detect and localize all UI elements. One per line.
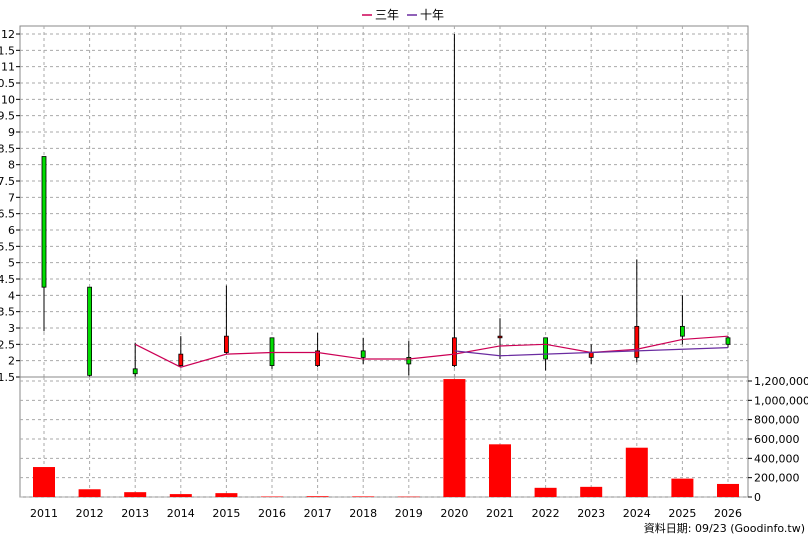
volume-bar [717,483,739,497]
price-tick-label: 7.5 [0,175,15,188]
year-tick-label: 2014 [167,507,195,520]
legend: 三年 十年 [362,8,444,22]
price-panel-frame [19,25,749,378]
source-note: 資料日期: 09/23 (Goodinfo.tw) [644,521,805,535]
volume-axis-ticks: 0 200,000 400,000 600,000 800,000 1,000,000 1,… [748,375,808,504]
candle-body [178,353,184,366]
volume-bar [625,447,648,497]
year-tick-label: 2026 [714,507,742,520]
price-tick-label: 8 [8,159,15,172]
volume-bar [489,444,511,497]
year-tick-label: 2018 [349,507,377,520]
volume-tick-label: 800,000 [754,414,800,427]
volume-bar [671,478,694,497]
price-tick-label: 5 [8,257,15,270]
average-lines [134,335,729,368]
candle-body [132,368,138,375]
volume-bars [33,379,739,498]
year-tick-label: 2013 [121,507,149,520]
price-tick-label: 1.5 [0,371,15,384]
price-axis-ticks: 1.5 2 2.5 3 3.5 4 4.5 5 5.5 6 6.5 7 7.5 8 8.5 9 9.5 10 10.… [0,28,20,384]
candlesticks [41,34,731,379]
volume-bar [169,494,192,497]
year-tick-label: 2023 [577,507,605,520]
price-tick-label: 3.5 [0,306,15,319]
price-tick-label: 9 [8,126,15,139]
volume-tick-label: 1,200,000 [754,375,808,388]
candle-body [725,337,731,345]
year-tick-label: 2020 [440,507,468,520]
candle-body [634,325,640,358]
price-tick-label: 8.5 [0,142,15,155]
volume-tick-label: 400,000 [754,452,800,465]
volume-bar [534,487,557,497]
price-tick-label: 5.5 [0,240,15,253]
price-tick-label: 6.5 [0,208,15,221]
year-tick-label: 2015 [212,507,240,520]
price-tick-label: 2.5 [0,338,15,351]
candle-body [315,350,321,366]
volume-tick-label: 1,000,000 [754,394,808,407]
volume-bar [306,496,329,497]
price-tick-label: 7 [8,191,15,204]
year-axis-ticks: 2011 2012 2013 2014 2015 2016 2017 2018 2019 2020… [30,507,742,520]
ten-year-line [454,347,729,357]
volume-panel-frame [19,376,749,498]
candle-body [360,350,366,358]
legend-label: 三年 [375,8,399,22]
candle-body [87,286,92,376]
three-year-line [134,335,729,368]
year-tick-label: 2021 [486,507,514,520]
volume-tick-label: 600,000 [754,433,800,446]
volume-bar [443,379,466,497]
price-tick-label: 2 [8,355,15,368]
year-tick-label: 2016 [258,507,286,520]
candle-body [497,335,503,339]
candle-body [406,356,412,365]
volume-bar [352,496,375,497]
price-tick-label: 9.5 [0,110,15,123]
volume-bar [261,496,283,498]
price-gridlines [20,26,748,378]
price-tick-label: 12 [1,28,15,41]
price-tick-label: 11.5 [0,44,15,57]
candle-body [680,325,685,337]
candle-body [588,352,594,358]
price-tick-label: 4.5 [0,273,15,286]
volume-tick-label: 0 [754,491,761,504]
volume-tick-label: 200,000 [754,472,800,485]
volume-bar [124,492,147,497]
year-tick-label: 2025 [668,507,696,520]
volume-bar [397,496,420,498]
candle-body [223,335,229,353]
price-tick-label: 4 [8,289,15,302]
volume-bar [78,489,101,497]
candle-body [269,337,275,366]
volume-bar [580,486,603,497]
price-tick-label: 3 [8,322,15,335]
year-tick-label: 2017 [304,507,332,520]
candle-body [41,156,47,288]
price-tick-label: 11 [1,61,15,74]
year-tick-label: 2022 [532,507,560,520]
price-tick-label: 6 [8,224,15,237]
candle-body [451,337,457,366]
year-tick-label: 2012 [76,507,104,520]
volume-bar [215,493,238,497]
year-tick-label: 2011 [30,507,58,520]
price-tick-label: 10.5 [0,77,15,90]
volume-bar [33,467,55,497]
year-tick-label: 2019 [395,507,423,520]
legend-label: 十年 [420,8,444,22]
year-tick-label: 2024 [623,507,651,520]
candle-body [543,337,548,360]
price-tick-label: 10 [1,93,15,106]
